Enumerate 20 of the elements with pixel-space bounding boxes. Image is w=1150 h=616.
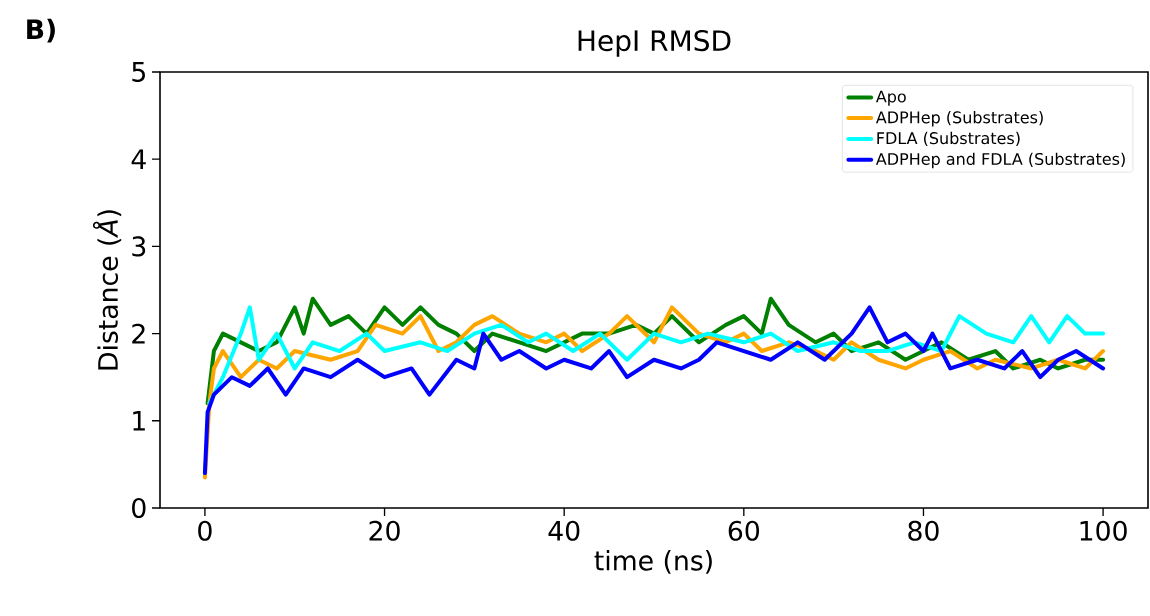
legend-label: FDLA (Substrates) xyxy=(877,131,1020,147)
y-tick-label: 2 xyxy=(132,323,145,344)
y-tick-label: 0 xyxy=(132,497,146,519)
legend-label: Apo xyxy=(875,90,906,106)
y-tick-label: 5 xyxy=(132,62,145,82)
y-tick-label: 4 xyxy=(131,149,146,169)
x-tick-label: 100 xyxy=(1080,520,1127,541)
text: B) xyxy=(27,18,55,43)
x-axis-title: time (ns) xyxy=(594,550,712,574)
chart-title: HepI RMSD xyxy=(578,30,731,57)
x-tick-label: 0 xyxy=(198,520,212,541)
x-tick-label: 60 xyxy=(728,520,760,541)
legend-label: ADPHep (Substrates) xyxy=(875,111,1043,127)
y-axis-title: Distance (Å) xyxy=(92,210,122,370)
x-tick-label: 20 xyxy=(369,520,400,541)
legend-label: ADPHep and FDLA (Substrates) xyxy=(875,152,1125,169)
y-tick-label: 3 xyxy=(132,236,146,257)
y-tick-label: 1 xyxy=(133,411,145,431)
x-tick-label: 80 xyxy=(908,520,939,541)
x-tick-label: 40 xyxy=(548,520,580,541)
